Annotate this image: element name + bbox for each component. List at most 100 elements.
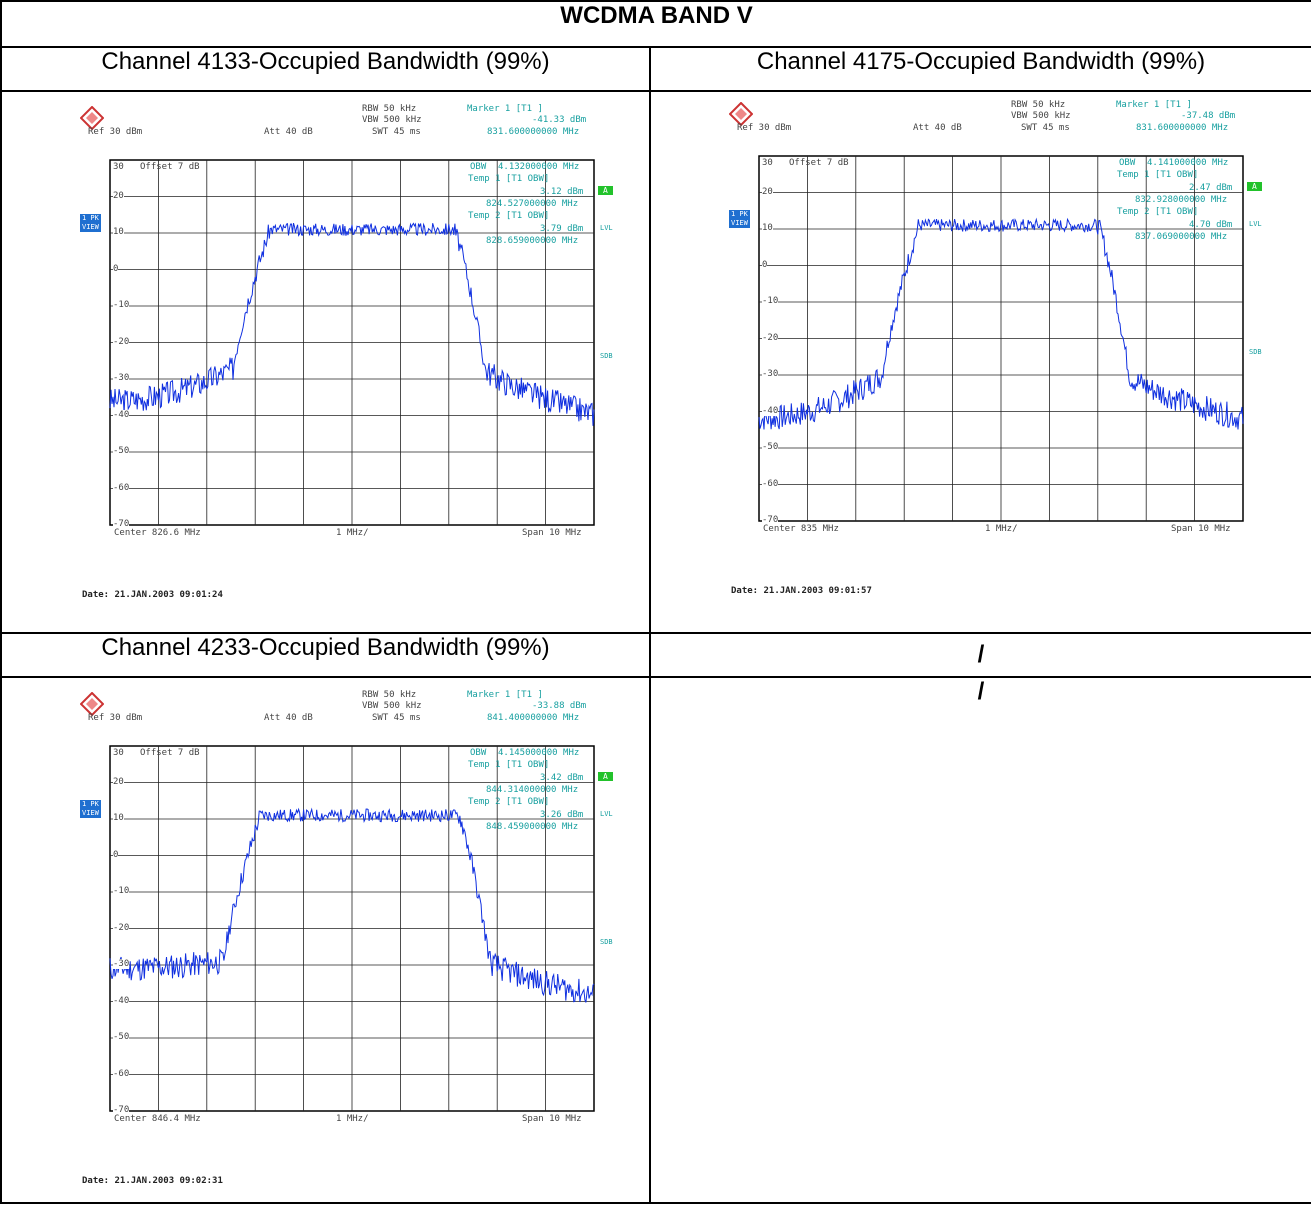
y-tick-label: 30 (762, 158, 773, 168)
plot-heading-1: Channel 4133-Occupied Bandwidth (99%) (0, 46, 651, 92)
spectrum-trace (109, 222, 595, 426)
attenuation-setting: Att 40 dB (264, 713, 313, 723)
y-tick-label: -60 (762, 478, 779, 489)
temp2-frequency: 848.459000000 MHz (486, 822, 579, 832)
y-tick-label: -20 (113, 922, 130, 933)
y-tick-label: -70 (113, 519, 130, 529)
center-frequency: Center 835 MHz (763, 524, 839, 534)
obw-value: 4.132000000 MHz (498, 162, 580, 172)
spectrum-grid (109, 745, 595, 1112)
frequency-per-division: 1 MHz/ (336, 528, 369, 538)
capture-date: Date: 21.JAN.2003 09:01:24 (82, 590, 223, 600)
temp1-value: 3.42 dBm (540, 773, 584, 783)
plot-cell-3: RBW 50 kHz VBW 500 kHz SWT 45 ms Att 40 dB R… (0, 676, 651, 1206)
span-setting: Span 10 MHz (522, 528, 582, 538)
y-tick-label: -60 (113, 1068, 130, 1079)
obw-label: OBW (470, 748, 487, 758)
rohde-schwarz-logo-icon (729, 102, 753, 126)
lvl-label: LVL (600, 224, 613, 232)
trace-mode-badge: 1 PK VIEW (80, 800, 101, 818)
spectrum-grid (109, 159, 595, 526)
frequency-per-division: 1 MHz/ (985, 524, 1018, 534)
obw-label: OBW (470, 162, 487, 172)
spectrum-trace (109, 807, 595, 1003)
y-tick-label: -20 (762, 332, 779, 343)
spectrum-analyzer-plot-2: RBW 50 kHz VBW 500 kHz SWT 45 ms Att 40 dB R… (651, 96, 1262, 616)
rbw-setting: RBW 50 kHz (362, 690, 417, 700)
marker-a-badge: A (1247, 182, 1262, 191)
trace-view-label: VIEW (82, 223, 99, 231)
reference-level: Ref 30 dBm (88, 713, 143, 723)
attenuation-setting: Att 40 dB (913, 123, 962, 133)
spectrum-analyzer-plot-1: RBW 50 kHz VBW 500 kHz SWT 45 ms Att 40 dB R… (2, 100, 613, 620)
rohde-schwarz-logo-icon (80, 692, 104, 716)
temp1-label: Temp 1 [T1 OBW] (468, 174, 550, 184)
vbw-setting: VBW 500 kHz (362, 115, 422, 125)
report-title: WCDMA BAND V (0, 0, 1311, 48)
capture-date: Date: 21.JAN.2003 09:02:31 (82, 1176, 223, 1186)
y-tick-label: -50 (113, 446, 130, 456)
trace-mode-badge: 1 PK VIEW (80, 214, 101, 232)
temp2-label: Temp 2 [T1 OBW] (468, 797, 550, 807)
y-tick-label: -40 (762, 405, 779, 416)
spectrum-analyzer-plot-3: RBW 50 kHz VBW 500 kHz SWT 45 ms Att 40 dB R… (2, 686, 613, 1206)
capture-date: Date: 21.JAN.2003 09:01:57 (731, 586, 872, 596)
y-tick-label: 0 (762, 259, 768, 270)
y-tick-label: -50 (762, 442, 779, 452)
swt-setting: SWT 45 ms (372, 127, 421, 137)
trace-pk-label: 1 PK (731, 210, 748, 218)
lvl-label: LVL (1249, 220, 1262, 228)
empty-cell-slash: / (648, 676, 1311, 1204)
y-tick-label: 30 (113, 748, 124, 758)
spectrum-grid (758, 155, 1244, 522)
marker-label: Marker 1 [T1 ] (467, 104, 543, 114)
y-tick-label: 30 (113, 162, 124, 172)
y-tick-label: -30 (113, 373, 130, 383)
temp1-label: Temp 1 [T1 OBW] (468, 760, 550, 770)
center-frequency: Center 826.6 MHz (114, 528, 201, 538)
temp2-frequency: 828.659000000 MHz (486, 236, 579, 246)
sdb-label: SDB (600, 938, 613, 946)
temp1-frequency: 832.928000000 MHz (1135, 195, 1228, 205)
y-tick-label: -70 (762, 515, 779, 525)
y-tick-label: -20 (113, 336, 130, 347)
y-tick-label: -30 (762, 369, 779, 379)
sdb-label: SDB (1249, 348, 1262, 356)
sdb-label: SDB (600, 352, 613, 360)
temp1-frequency: 824.527000000 MHz (486, 199, 579, 209)
y-tick-label: -50 (113, 1032, 130, 1042)
lvl-label: LVL (600, 810, 613, 818)
rbw-setting: RBW 50 kHz (362, 104, 417, 114)
plot-cell-2: RBW 50 kHz VBW 500 kHz SWT 45 ms Att 40 dB R… (648, 90, 1311, 634)
trace-pk-label: 1 PK (82, 800, 99, 808)
rbw-setting: RBW 50 kHz (1011, 100, 1066, 110)
y-tick-label: 0 (113, 849, 119, 860)
temp1-label: Temp 1 [T1 OBW] (1117, 170, 1199, 180)
trace-pk-label: 1 PK (82, 214, 99, 222)
span-setting: Span 10 MHz (1171, 524, 1231, 534)
plot-heading-2: Channel 4175-Occupied Bandwidth (99%) (648, 46, 1311, 92)
marker-frequency: 831.600000000 MHz (487, 127, 580, 137)
y-tick-label: -40 (113, 409, 130, 420)
marker-label: Marker 1 [T1 ] (467, 690, 543, 700)
marker-frequency: 841.400000000 MHz (487, 713, 580, 723)
y-tick-label: 0 (113, 263, 119, 274)
reference-level: Ref 30 dBm (737, 123, 792, 133)
temp2-value: 3.26 dBm (540, 810, 584, 820)
y-tick-label: -30 (113, 959, 130, 969)
offset-label: Offset 7 dB (140, 748, 200, 758)
marker-a-badge: A (598, 186, 613, 195)
y-tick-label: -10 (762, 296, 779, 306)
marker-value: -37.48 dBm (1181, 111, 1236, 121)
y-tick-label: 20 (113, 776, 124, 787)
marker-a-badge: A (598, 772, 613, 781)
vbw-setting: VBW 500 kHz (1011, 111, 1071, 121)
center-frequency: Center 846.4 MHz (114, 1114, 201, 1124)
span-setting: Span 10 MHz (522, 1114, 582, 1124)
temp2-value: 4.70 dBm (1189, 220, 1233, 230)
marker-value: -41.33 dBm (532, 115, 587, 125)
offset-label: Offset 7 dB (789, 158, 849, 168)
marker-label: Marker 1 [T1 ] (1116, 100, 1192, 110)
y-tick-label: -10 (113, 300, 130, 310)
